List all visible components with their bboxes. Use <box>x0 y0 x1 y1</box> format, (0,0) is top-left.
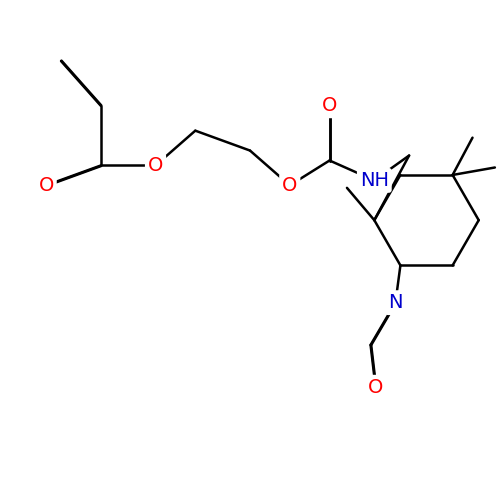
Text: O: O <box>38 176 54 195</box>
Text: O: O <box>148 156 163 175</box>
Text: O: O <box>368 378 383 396</box>
Text: N: N <box>388 293 402 312</box>
Text: NH: NH <box>360 171 389 190</box>
Text: O: O <box>282 176 298 195</box>
Text: O: O <box>322 96 337 116</box>
